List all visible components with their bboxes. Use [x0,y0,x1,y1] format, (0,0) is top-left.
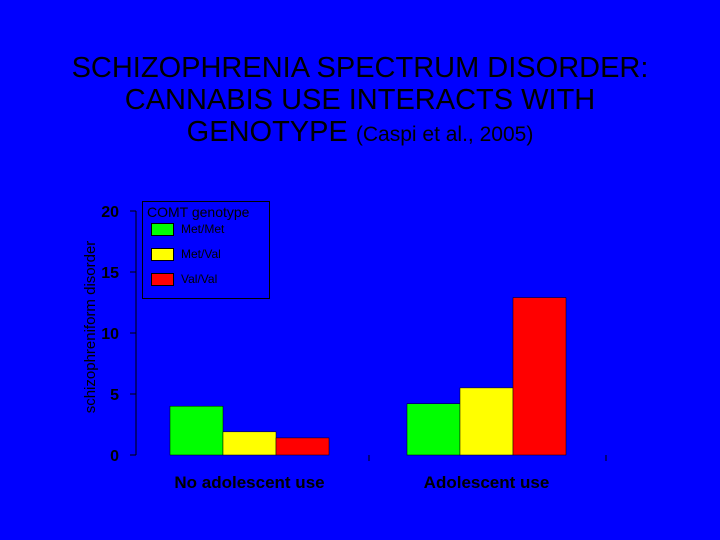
y-axis-label: schizophreniform disorder [82,241,99,414]
legend-title: COMT genotype [147,204,250,220]
bar-met-met-adolescent-use [406,403,461,456]
y-tick-label: 15 [101,265,119,282]
bar-val-val-adolescent-use [512,297,567,456]
title-line-3: GENOTYPE (Caspi et al., 2005) [0,116,720,151]
title-line-1: SCHIZOPHRENIA SPECTRUM DISORDER: [71,52,649,84]
legend: COMT genotype Met/Met Met/Val Val/Val [142,201,270,299]
bar-met-val-no-adolescent-use [222,431,277,456]
citation: (Caspi et al., 2005) [355,123,534,146]
legend-swatch-val-val [151,273,174,286]
y-tick-label: 5 [110,387,119,404]
legend-label-val-val: Val/Val [181,272,218,286]
bar-met-met-no-adolescent-use [169,405,224,456]
title-line-3-text: GENOTYPE [186,116,348,148]
y-tick-label: 0 [110,448,119,465]
legend-swatch-met-val [151,248,174,261]
legend-label-met-val: Met/Val [181,247,221,261]
bar-val-val-no-adolescent-use [275,437,330,456]
legend-label-met-met: Met/Met [181,222,225,236]
bar-met-val-adolescent-use [459,387,514,456]
title-line-2: CANNABIS USE INTERACTS WITH [124,84,596,116]
y-tick-label: 10 [101,326,119,343]
x-category-label: No adolescent use [174,473,324,492]
slide-title: SCHIZOPHRENIA SPECTRUM DISORDER: CANNABI… [0,52,720,151]
x-category-label: Adolescent use [424,473,550,492]
legend-swatch-met-met [151,223,174,236]
y-tick-label: 20 [101,204,119,221]
